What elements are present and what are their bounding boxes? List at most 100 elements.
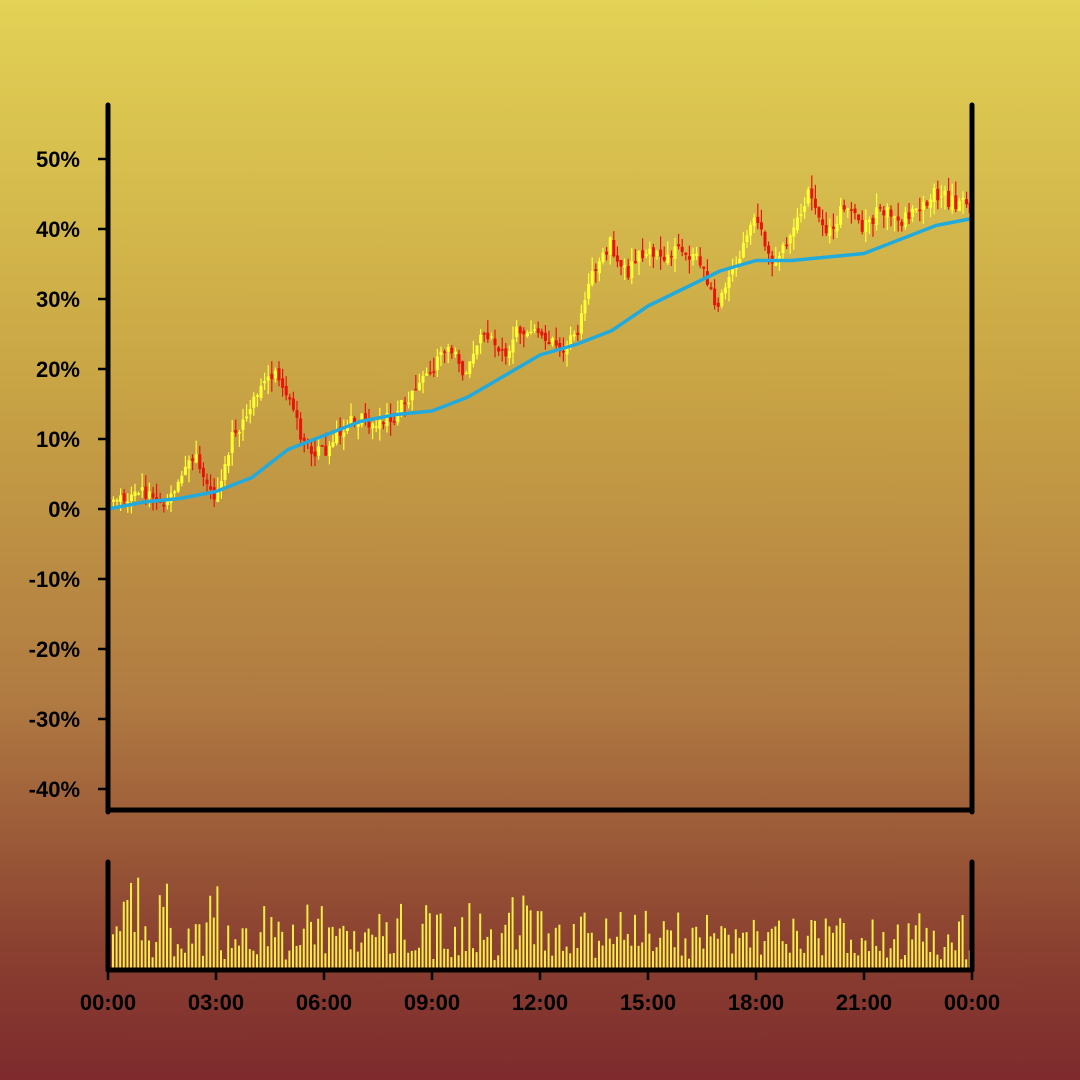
volume-bar (554, 927, 557, 968)
candle-body (713, 288, 717, 306)
candle-body (579, 313, 583, 334)
candle-body (479, 334, 483, 344)
candle-body (263, 381, 267, 384)
volume-bar (140, 940, 143, 968)
candle-body (299, 418, 303, 440)
volume-bar (781, 941, 784, 968)
volume-bar (194, 924, 197, 968)
volume-bar (774, 926, 777, 968)
candle-body (468, 361, 472, 374)
volume-bar (158, 895, 161, 968)
volume-bar (724, 928, 726, 968)
volume-bar (806, 935, 809, 968)
candle-body (183, 466, 187, 475)
candle-body (651, 247, 655, 257)
volume-bar (695, 926, 698, 968)
volume-bar (320, 906, 323, 968)
candle-body (209, 486, 213, 490)
candle-body (777, 255, 781, 260)
volume-bar (756, 931, 759, 968)
volume-bar (875, 945, 878, 968)
volume-bar (270, 917, 273, 968)
volume-bar (191, 943, 194, 968)
volume-bar (745, 932, 748, 968)
volume-bar (292, 924, 294, 968)
volume-bar (904, 955, 906, 968)
candle-body (363, 413, 367, 422)
volume-bar (396, 918, 399, 968)
candle-body (612, 240, 616, 257)
volume-bar (734, 929, 737, 968)
candle-body (893, 216, 897, 218)
volume-bar (911, 939, 914, 968)
candle-body (137, 493, 141, 495)
candle-body (374, 426, 378, 428)
candle-body (252, 396, 256, 408)
candle-body (504, 348, 508, 357)
candle-body (227, 455, 231, 466)
volume-bar (742, 932, 744, 968)
candle-body (237, 431, 241, 434)
volume-bar (778, 920, 780, 968)
candle-body (590, 270, 594, 285)
volume-bar (356, 951, 359, 968)
candle-body (439, 351, 443, 356)
volume-bar (212, 917, 215, 968)
volume-bar (655, 947, 658, 968)
candle-body (673, 246, 677, 259)
candle-body (720, 292, 724, 307)
candle-body (317, 446, 321, 456)
candle-body (594, 269, 598, 272)
volume-bar (907, 923, 910, 968)
candle-body (860, 219, 864, 232)
volume-bar (691, 927, 694, 968)
candle-body (176, 481, 180, 492)
volume-bar (209, 895, 212, 968)
volume-bar (148, 940, 150, 968)
volume-bar (436, 914, 438, 968)
candle-body (173, 491, 177, 494)
volume-bar (547, 933, 550, 968)
volume-bar (479, 913, 482, 968)
candle-body (425, 373, 429, 376)
volume-bar (896, 924, 899, 968)
y-tick-label: 0% (48, 497, 80, 522)
x-tick-label: 03:00 (188, 990, 244, 1015)
candle-body (619, 259, 623, 267)
candle-body (749, 224, 753, 236)
volume-bar (364, 932, 366, 968)
volume-bar (205, 922, 208, 968)
candle-body (133, 491, 137, 497)
volume-bar (533, 944, 536, 968)
candle-body (497, 347, 501, 352)
candle-body (356, 423, 360, 428)
volume-bar (288, 950, 291, 968)
volume-bar (504, 924, 507, 968)
candle-body (489, 336, 493, 338)
volume-bar (572, 924, 575, 968)
candle-body (961, 197, 965, 200)
candle-body (792, 227, 796, 237)
y-tick-label: 50% (36, 147, 80, 172)
volume-bar (619, 912, 622, 968)
volume-bar (965, 959, 968, 968)
volume-bar (817, 938, 820, 968)
candle-body (450, 347, 454, 354)
volume-bar (166, 883, 168, 968)
volume-bar (155, 942, 158, 968)
volume-bar (698, 937, 701, 968)
volume-bar (893, 939, 896, 968)
candle-body (662, 256, 666, 261)
candle-body (378, 420, 382, 429)
volume-bar (281, 931, 284, 968)
candle-body (302, 437, 306, 441)
volume-bar (670, 930, 672, 968)
volume-bar (130, 882, 132, 968)
volume-bar (958, 921, 960, 968)
volume-bar (310, 921, 312, 968)
volume-bar (367, 928, 370, 968)
volume-bar (821, 955, 824, 968)
volume-bar (839, 918, 842, 968)
y-tick-label: -30% (29, 707, 80, 732)
candle-body (633, 260, 637, 264)
